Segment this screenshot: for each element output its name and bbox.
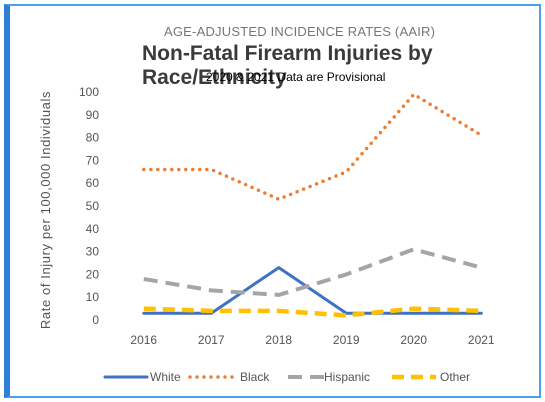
legend-label-white: White	[150, 370, 181, 384]
y-tick-label: 100	[79, 85, 99, 99]
y-tick-label: 50	[86, 199, 100, 213]
x-tick-label: 2020	[400, 333, 427, 347]
x-tick-label: 2018	[265, 333, 292, 347]
y-axis: 0 10 20 30 40 50 60 70 80 90 100	[79, 85, 99, 327]
series-line-hispanic	[143, 247, 482, 297]
chart-title: Non-Fatal Firearm Injuries by Race/Ethni…	[142, 42, 433, 89]
y-tick-label: 70	[86, 153, 100, 167]
legend-label-other: Other	[440, 370, 470, 384]
legend-label-hispanic: Hispanic	[324, 370, 370, 384]
chart-subtitle: 2020 & 2021 Data are Provisional	[206, 70, 386, 84]
legend-label-black: Black	[240, 370, 270, 384]
y-tick-label: 80	[86, 131, 100, 145]
y-tick-label: 20	[86, 267, 100, 281]
y-tick-label: 10	[86, 290, 100, 304]
series-line-black	[142, 92, 484, 201]
plot-area	[142, 92, 484, 318]
x-tick-label: 2016	[130, 333, 157, 347]
series-line-white	[142, 266, 483, 315]
chart-frame	[4, 4, 541, 398]
y-tick-label: 40	[86, 222, 100, 236]
x-tick-label: 2021	[468, 333, 495, 347]
y-tick-label: 0	[92, 313, 99, 327]
y-tick-label: 90	[86, 108, 100, 122]
y-tick-label: 30	[86, 245, 100, 259]
chart-pre-title: AGE-ADJUSTED INCIDENCE RATES (AAIR)	[164, 24, 436, 39]
legend: White Black Hispanic Other	[103, 370, 470, 384]
x-tick-label: 2017	[198, 333, 225, 347]
y-tick-label: 60	[86, 176, 100, 190]
x-axis: 2016 2017 2018 2019 2020 2021	[130, 333, 495, 347]
y-axis-label: Rate of Injury per 100,000 Individuals	[38, 91, 53, 329]
x-tick-label: 2019	[333, 333, 360, 347]
